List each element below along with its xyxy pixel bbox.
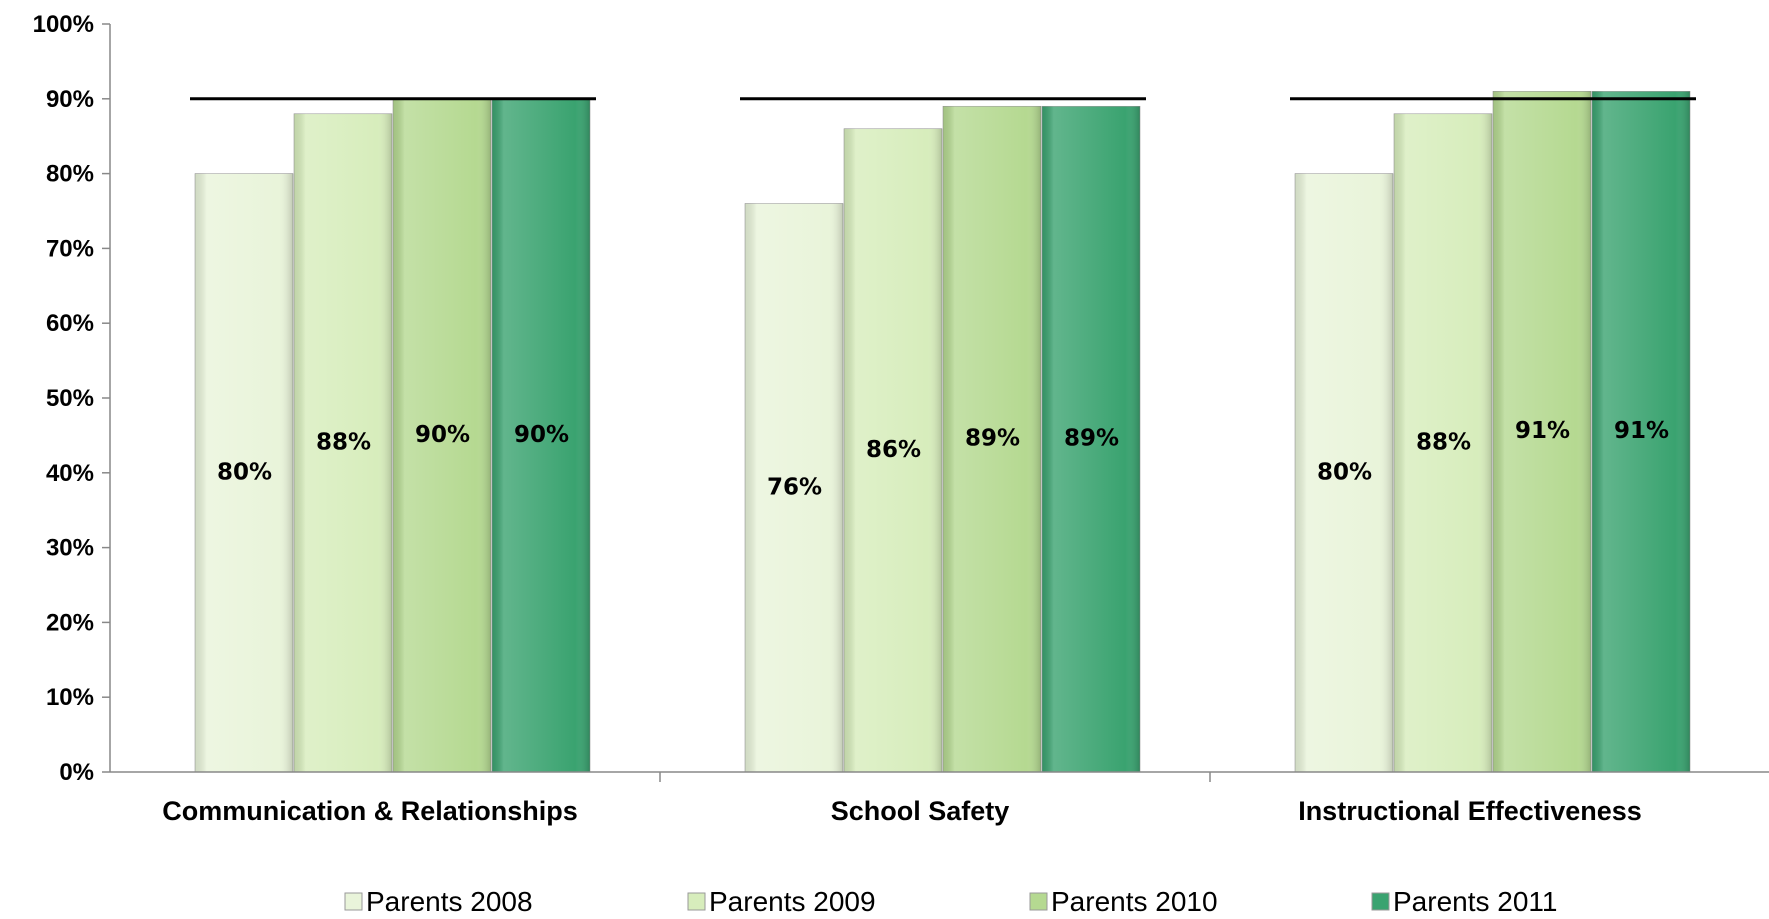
legend: Parents 2008 Parents 2009 Parents 2010 Pare…: [344, 886, 1558, 917]
y-tick-label: 10%: [46, 684, 94, 711]
bar-shading: [1493, 91, 1591, 772]
bar-shading: [492, 98, 590, 773]
bar-shading: [745, 203, 843, 772]
y-tick-label: 40%: [46, 460, 94, 487]
data-label: 76%: [767, 474, 822, 500]
bar-shading: [195, 173, 293, 773]
data-label: 90%: [514, 422, 569, 448]
bar-shading: [1295, 173, 1393, 773]
bar-shading: [1394, 113, 1492, 772]
bar-shading: [943, 106, 1041, 772]
data-label: 80%: [217, 459, 272, 485]
bar-shading: [1592, 91, 1690, 772]
data-labels-layer: 80% 88% 90% 90% 76% 86% 89% 89% 80% 88% 91% 91%: [190, 97, 1696, 500]
legend-label: Parents 2008: [366, 886, 533, 917]
y-tick-label: 20%: [46, 609, 94, 636]
legend-swatch: [1029, 892, 1048, 911]
category-label: School Safety: [831, 796, 1010, 826]
data-label: 90%: [415, 422, 470, 448]
legend-label: Parents 2010: [1051, 886, 1218, 917]
bar-shading: [1042, 106, 1140, 772]
y-tick-label: 50%: [46, 385, 94, 412]
legend-swatch: [344, 892, 363, 911]
legend-swatch: [687, 892, 706, 911]
axis-layer: Communication & Relationships School Safe…: [33, 11, 1769, 826]
bar-shading: [393, 98, 491, 773]
data-label: 80%: [1317, 459, 1372, 485]
legend-label: Parents 2009: [709, 886, 876, 917]
y-tick-label: 70%: [46, 235, 94, 262]
y-tick-label: 60%: [46, 310, 94, 337]
data-label: 86%: [866, 437, 921, 463]
bar-shading: [294, 113, 392, 772]
category-label: Communication & Relationships: [162, 796, 578, 826]
bar-shading: [844, 128, 942, 773]
data-label: 88%: [316, 429, 371, 455]
category-label: Instructional Effectiveness: [1298, 796, 1642, 826]
y-tick-label: 100%: [33, 11, 94, 38]
data-label: 91%: [1614, 418, 1669, 444]
data-label: 88%: [1416, 429, 1471, 455]
bars-layer: [194, 91, 1691, 773]
y-tick-label: 80%: [46, 161, 94, 188]
data-label: 89%: [1064, 426, 1119, 452]
y-tick-label: 0%: [59, 759, 94, 786]
y-tick-label: 30%: [46, 535, 94, 562]
legend-swatch: [1371, 892, 1390, 911]
data-label: 91%: [1515, 418, 1570, 444]
data-label: 89%: [965, 426, 1020, 452]
y-tick-label: 90%: [46, 86, 94, 113]
legend-label: Parents 2011: [1393, 886, 1558, 917]
